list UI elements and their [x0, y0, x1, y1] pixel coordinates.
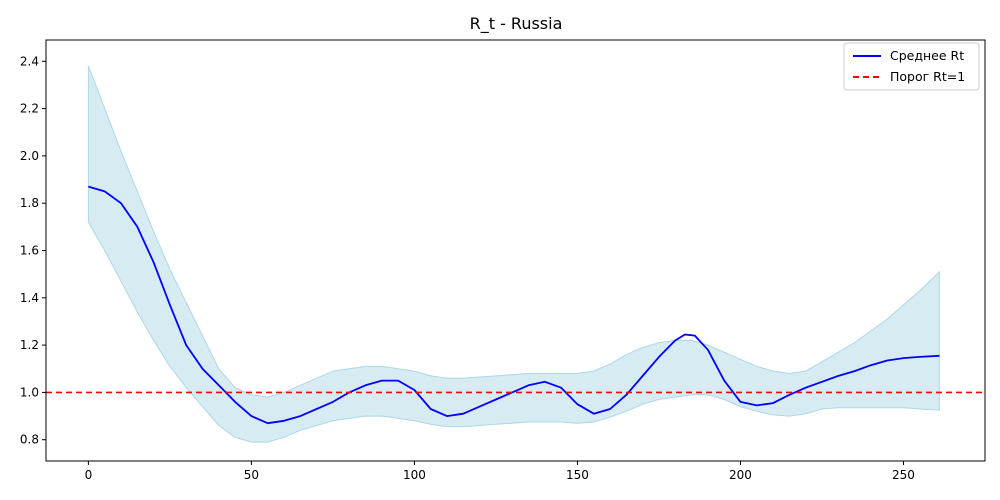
series-line-layer: [46, 185, 985, 425]
x-tick-label: 0: [85, 468, 93, 482]
x-tick-label: 50: [244, 468, 259, 482]
y-axis: 0.8 1.0 1.2 1.4 1.6 1.8 2.0 2.2 2.4: [20, 54, 46, 447]
y-tick-label: 2.2: [20, 102, 39, 116]
x-axis: 0 50 100 150 200 250: [85, 461, 915, 482]
y-tick-label: 1.0: [20, 385, 39, 399]
x-tick-label: 150: [566, 468, 589, 482]
x-tick-label: 100: [403, 468, 426, 482]
confidence-band-layer: [87, 65, 940, 443]
x-tick-label: 200: [729, 468, 752, 482]
y-tick-label: 1.4: [20, 291, 39, 305]
y-tick-label: 1.6: [20, 244, 39, 258]
plot-area: 0 50 100 150 200 250 0.8 1.0 1.2 1.4 1.6 1.8 2.0 2.2…: [20, 39, 986, 482]
y-tick-label: 2.4: [20, 54, 39, 68]
confidence-band: [87, 65, 940, 443]
chart-title: R_t - Russia: [470, 14, 563, 34]
legend: Среднее Rt Порог Rt=1: [843, 42, 980, 91]
y-tick-label: 1.2: [20, 338, 39, 352]
y-tick-label: 0.8: [20, 433, 39, 447]
y-tick-label: 1.8: [20, 196, 39, 210]
x-tick-label: 250: [892, 468, 915, 482]
legend-box: [843, 42, 980, 91]
y-tick-label: 2.0: [20, 149, 39, 163]
mean-rt-line: [88, 185, 940, 425]
legend-label-threshold: Порог Rt=1: [890, 69, 965, 84]
legend-label-mean-rt: Среднее Rt: [890, 48, 964, 63]
